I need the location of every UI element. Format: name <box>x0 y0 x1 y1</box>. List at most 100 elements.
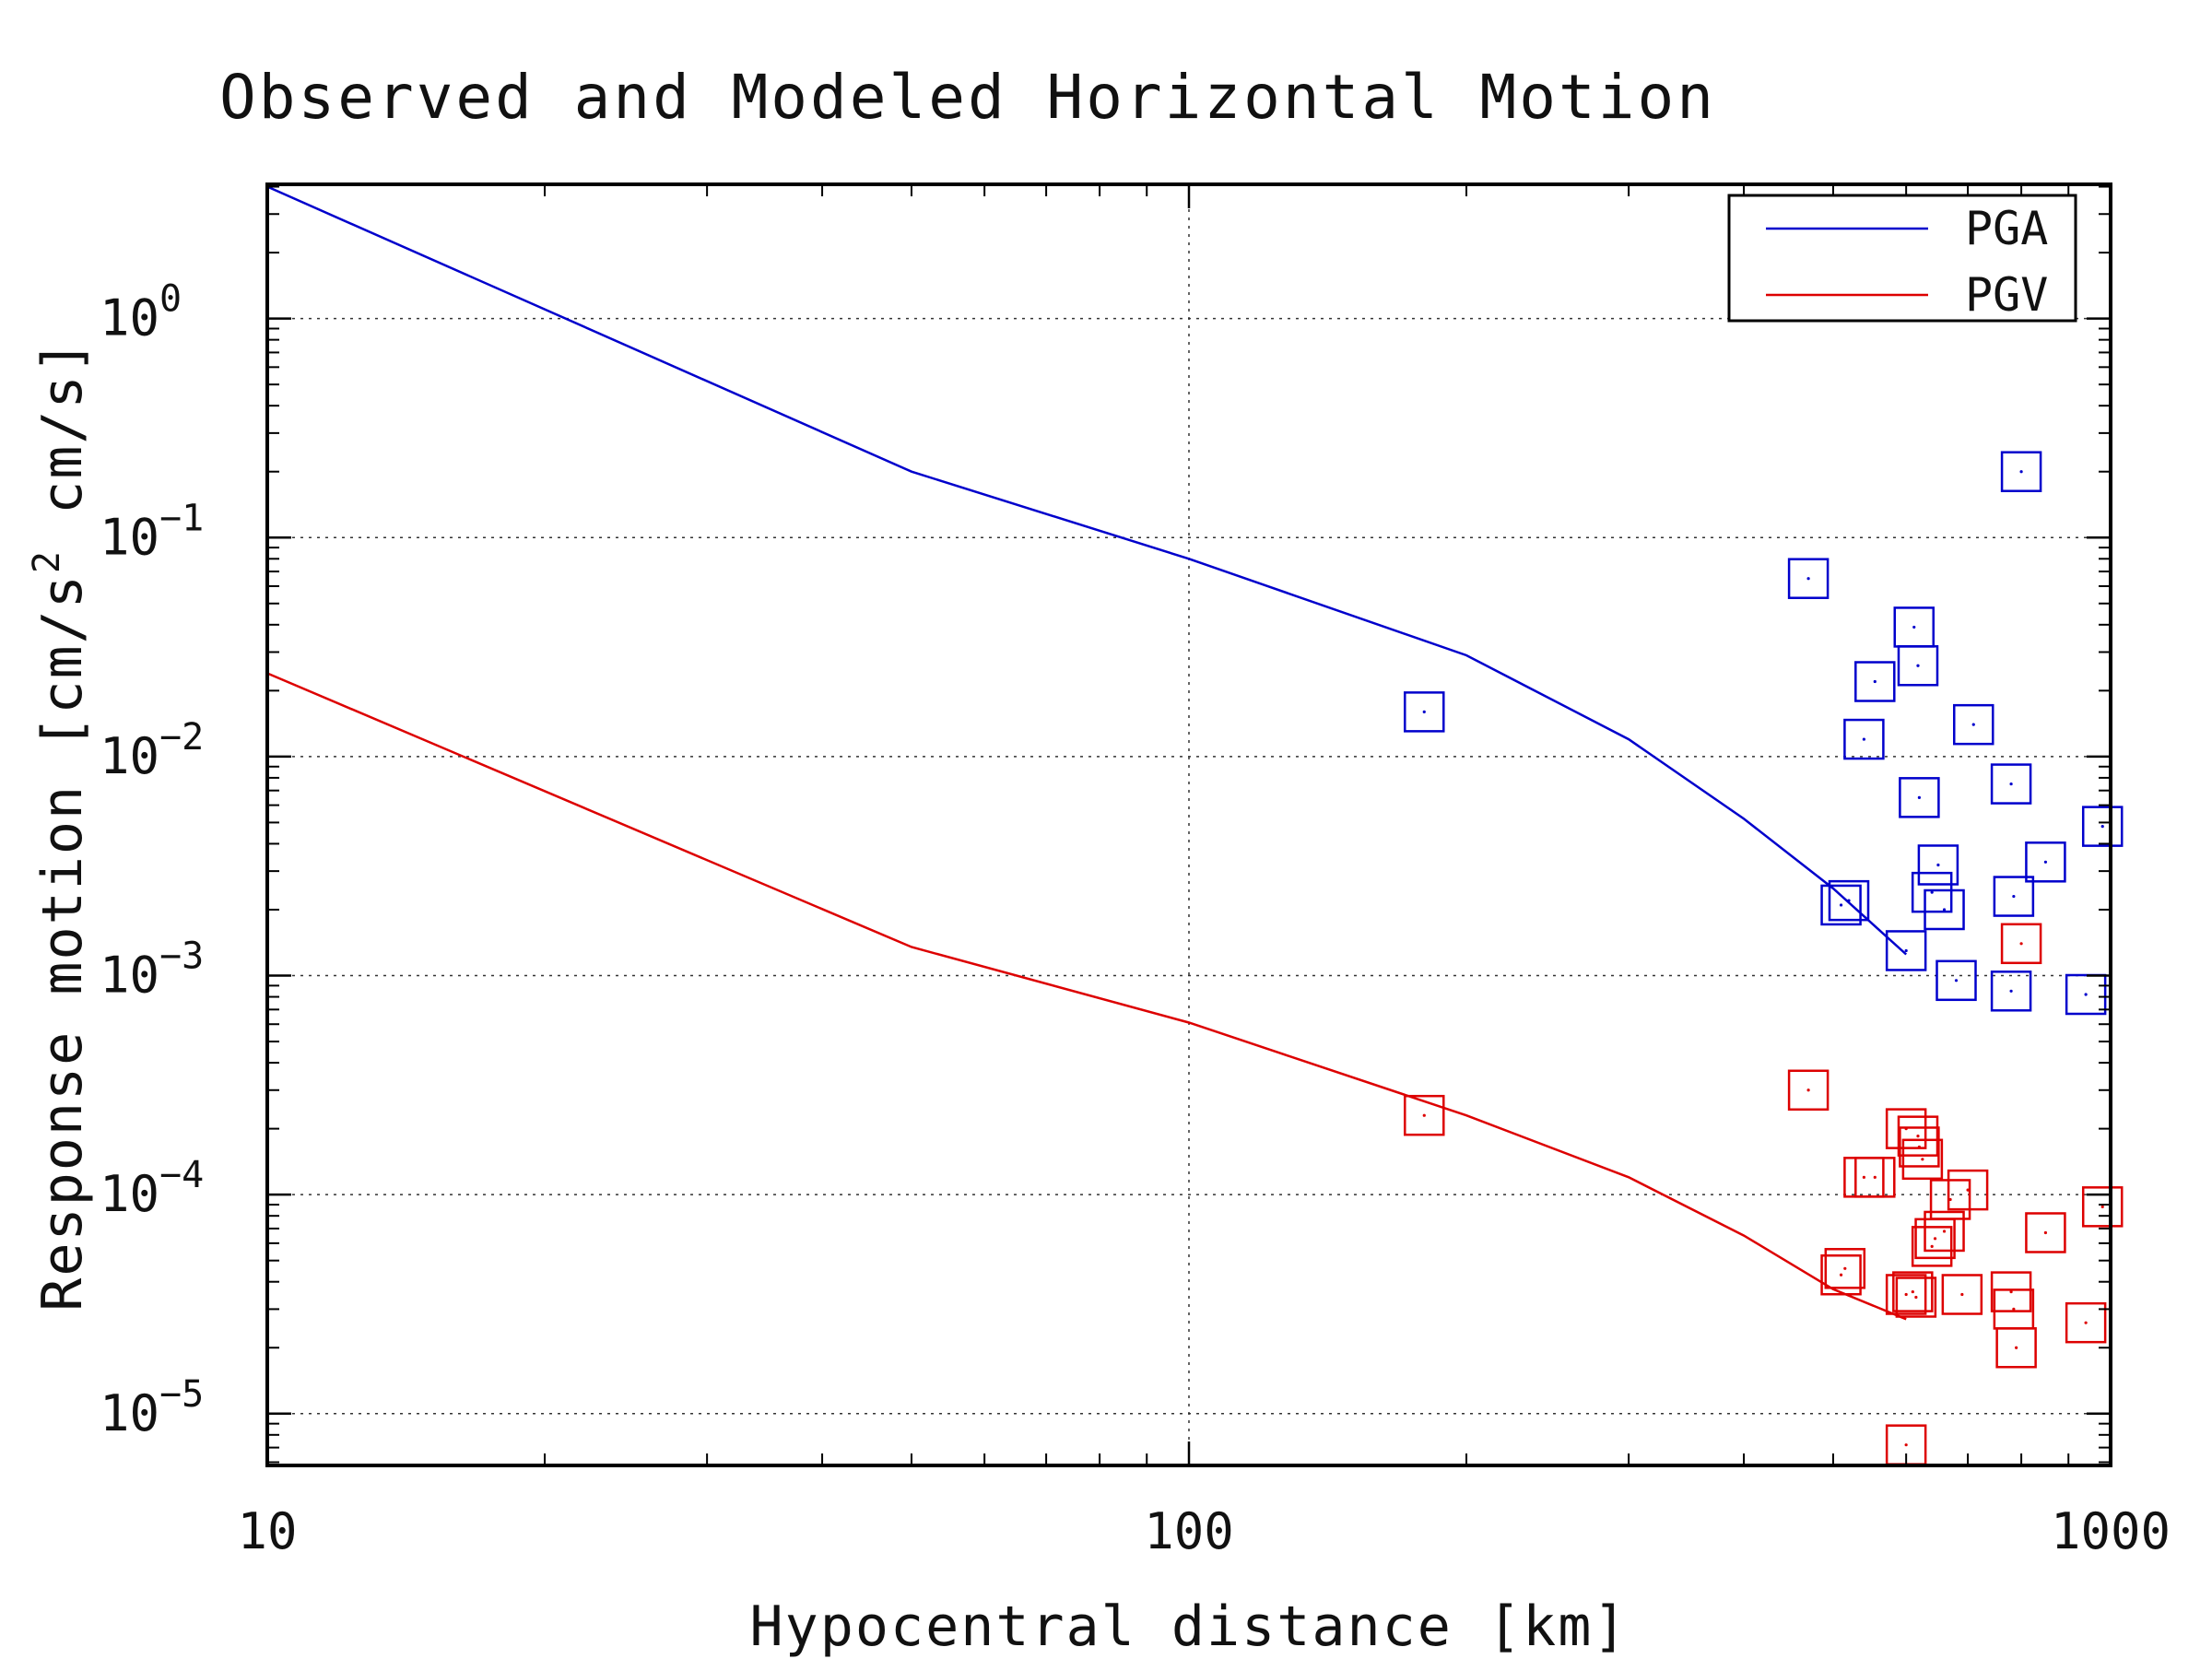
y-tick-label-exponent: −5 <box>159 1373 204 1416</box>
observed-marker-pgv <box>1911 1226 1953 1267</box>
legend: PGA PGV <box>1727 194 2077 323</box>
legend-label-pgv: PGV <box>1965 268 2048 322</box>
y-tick-label: 100 <box>100 278 182 347</box>
observed-marker-center <box>1873 679 1877 684</box>
y-axis-label-main: Response motion [cm/s <box>30 573 95 1312</box>
observed-marker-center <box>1839 903 1843 907</box>
observed-marker-center <box>1917 795 1921 799</box>
observed-marker-center <box>1912 625 1916 629</box>
observed-marker-center <box>1930 890 1934 894</box>
y-tick-label-exponent: −4 <box>159 1154 204 1196</box>
observed-marker-pga <box>1828 879 1870 922</box>
y-tick-label: 10−4 <box>100 1154 204 1223</box>
observed-marker-center <box>1873 1175 1877 1179</box>
y-tick-label: 10−1 <box>100 497 204 566</box>
legend-box <box>1727 194 2077 323</box>
observed-marker-center <box>2009 1289 2013 1294</box>
observed-marker-pgv <box>1892 1271 1934 1312</box>
observed-marker-center <box>1422 710 1426 713</box>
observed-marker-pga <box>2025 841 2066 883</box>
observed-marker-pga <box>1917 844 1959 886</box>
observed-marker-pgv <box>1899 1126 1940 1168</box>
observed-marker-center <box>1930 1244 1934 1248</box>
observed-marker-pga <box>1993 876 2035 917</box>
observed-marker-center <box>1904 1292 1908 1297</box>
observed-marker-pgv <box>1824 1248 1866 1289</box>
y-axis-label-end: cm/s] <box>30 338 95 549</box>
observed-marker-pgv <box>1854 1157 1896 1198</box>
legend-label-pga: PGA <box>1965 202 2048 255</box>
observed-marker-center <box>1806 577 1810 581</box>
observed-marker-pgv <box>2081 1186 2124 1228</box>
observed-marker-center <box>1839 1273 1843 1277</box>
observed-marker-center <box>2012 894 2016 899</box>
observed-marker-center <box>2100 825 2104 829</box>
observed-marker-center <box>1966 1188 1970 1192</box>
observed-marker-pga <box>2000 451 2042 492</box>
observed-marker-pgv <box>2025 1212 2066 1253</box>
observed-marker-center <box>2084 1321 2088 1324</box>
observed-marker-pga <box>1854 661 1896 702</box>
observed-marker-center <box>1954 979 1959 982</box>
observed-marker-pga <box>1404 691 1445 733</box>
x-tick-label: 1000 <box>2051 1502 2171 1560</box>
observed-marker-pga <box>1953 703 1994 746</box>
observed-marker-center <box>1916 664 1920 667</box>
observed-marker-center <box>2009 989 2013 993</box>
observed-marker-center <box>1942 1230 1947 1233</box>
y-tick-label-exponent: −1 <box>159 497 204 539</box>
observed-marker-pgv <box>2000 923 2042 965</box>
observed-marker-pga <box>1899 777 1940 818</box>
y-tick-label-exponent: 0 <box>159 278 182 321</box>
observed-marker-center <box>2019 470 2023 474</box>
observed-marker-center <box>1971 723 1975 726</box>
observed-marker-pga <box>1924 888 1965 931</box>
x-tick-label: 100 <box>1144 1502 1234 1560</box>
observed-marker-center <box>1916 1135 1920 1138</box>
observed-marker-pgv <box>1929 1179 1971 1220</box>
observed-marker-pga <box>2065 973 2107 1016</box>
observed-marker-pgv <box>1901 1138 1944 1181</box>
observed-marker-center <box>1960 1292 1964 1297</box>
observed-marker-pga <box>1897 645 1939 687</box>
observed-marker-center <box>2084 993 2088 996</box>
series-pga <box>266 185 2124 1016</box>
observed-marker-pga <box>1990 971 2032 1012</box>
model-line-pgv <box>266 672 1907 1321</box>
series-pgv <box>266 672 2124 1465</box>
observed-marker-pga <box>1911 871 1953 913</box>
observed-marker-pga <box>1820 884 1862 926</box>
x-axis-label: Hypocentral distance [km] <box>749 1594 1628 1659</box>
observed-marker-pgv <box>1924 1210 1965 1253</box>
observed-marker-center <box>1933 1237 1937 1241</box>
y-tick-label-base: 10 <box>100 508 159 566</box>
y-axis-label-superscript: 2 <box>26 549 68 573</box>
observed-marker-pgv <box>1895 1277 1937 1318</box>
observed-marker-pgv <box>1897 1115 1939 1157</box>
observed-marker-center <box>1806 1088 1810 1092</box>
observed-marker-pga <box>1843 718 1885 760</box>
y-tick-label: 10−3 <box>100 935 204 1005</box>
observed-marker-center <box>1942 908 1947 912</box>
observed-marker-center <box>1921 1158 1924 1161</box>
observed-marker-center <box>2019 942 2023 946</box>
grid-lines <box>267 184 2111 1465</box>
observed-marker-pgv <box>2065 1301 2107 1344</box>
axis-ticks <box>265 184 2111 1465</box>
observed-marker-center <box>1914 1295 1918 1300</box>
observed-marker-center <box>1862 1175 1865 1179</box>
observed-marker-center <box>1422 1113 1426 1117</box>
observed-marker-pgv <box>1990 1271 2032 1312</box>
observed-marker-pgv <box>1404 1094 1445 1136</box>
observed-marker-pgv <box>1941 1274 1983 1315</box>
y-axis-label: Response motion [cm/s2 cm/s] <box>26 338 95 1311</box>
model-line-pga <box>266 185 1908 956</box>
y-tick-label-exponent: −3 <box>159 935 204 978</box>
observed-marker-pga <box>1936 959 1977 1002</box>
x-tick-label: 10 <box>237 1502 297 1560</box>
observed-marker-center <box>2043 860 2048 864</box>
y-tick-label: 10−2 <box>100 716 204 785</box>
y-tick-label-base: 10 <box>100 727 159 785</box>
observed-marker-pgv <box>1995 1326 2037 1369</box>
